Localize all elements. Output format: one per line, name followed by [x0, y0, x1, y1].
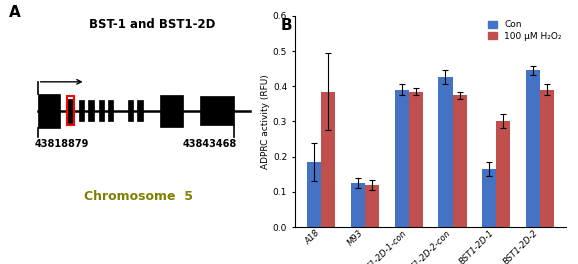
Text: 43818879: 43818879 [35, 139, 90, 149]
Text: BST-1 and BST1-2D: BST-1 and BST1-2D [89, 18, 215, 31]
Bar [365, 185, 379, 227]
Bar [67, 96, 73, 125]
Bar [108, 100, 113, 121]
Bar [88, 100, 94, 121]
Bar [453, 95, 466, 227]
Bar [200, 96, 235, 125]
Bar [79, 100, 84, 121]
Bar [351, 183, 365, 227]
Text: B: B [280, 18, 292, 34]
Bar [99, 100, 104, 121]
Bar [540, 90, 554, 227]
Bar [526, 70, 540, 227]
Bar [38, 94, 60, 128]
Bar [497, 121, 510, 227]
Bar [439, 77, 453, 227]
Bar [395, 90, 409, 227]
Text: 43843468: 43843468 [183, 139, 237, 149]
Bar [482, 169, 497, 227]
Bar [128, 100, 134, 121]
Bar [67, 99, 73, 123]
Bar [321, 92, 335, 227]
Y-axis label: ADPRC activity (RFU): ADPRC activity (RFU) [261, 74, 270, 169]
Text: A: A [9, 5, 20, 20]
Bar [307, 162, 321, 227]
Bar [409, 92, 423, 227]
Text: Chromosome  5: Chromosome 5 [84, 190, 193, 203]
Bar [138, 100, 143, 121]
Legend: Con, 100 μM H₂O₂: Con, 100 μM H₂O₂ [488, 20, 562, 41]
Bar [160, 95, 183, 127]
